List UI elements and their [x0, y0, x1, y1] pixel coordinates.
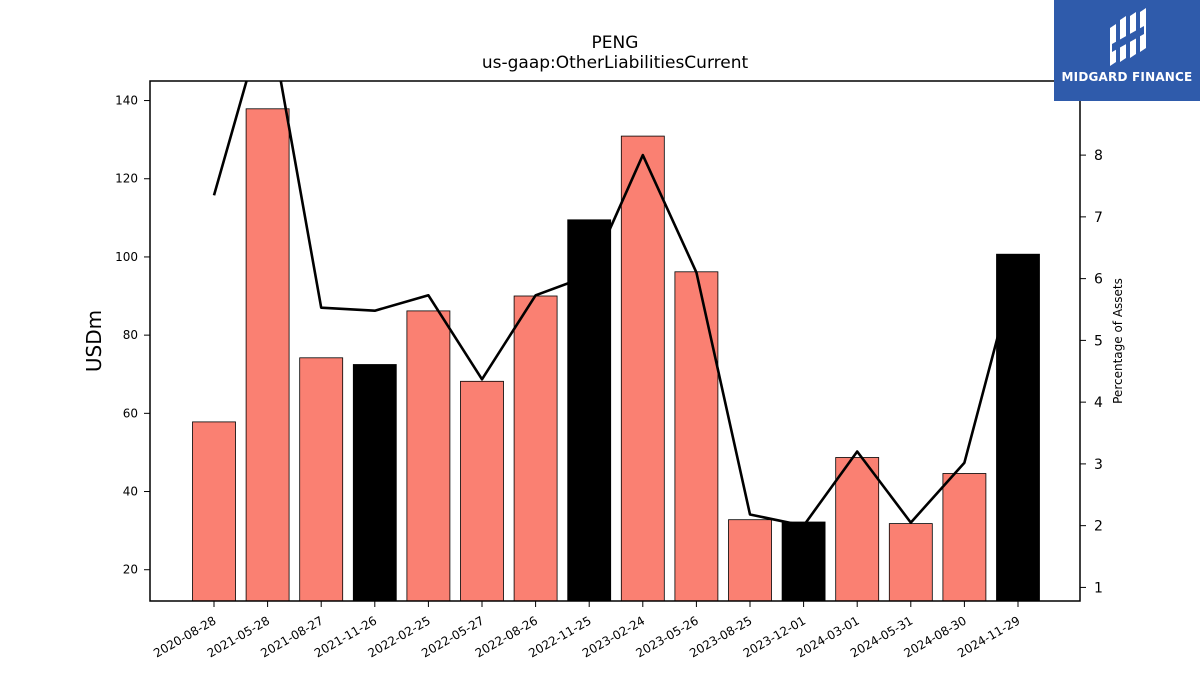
bar-2024-08-30 — [942, 473, 987, 602]
y2-tick-label: 8 — [1094, 148, 1103, 164]
y2-tick-label: 1 — [1094, 580, 1103, 596]
x-axis: 2020-08-282021-05-282021-08-272021-11-26… — [151, 601, 1023, 660]
bar-2024-05-31 — [888, 523, 933, 602]
y2-tick-label: 6 — [1094, 272, 1103, 288]
left-axis: 20 40 60 80 100 120 140 — [115, 94, 150, 577]
bar-2021-08-27 — [299, 357, 344, 602]
bars — [192, 108, 1040, 602]
bar-2020-08-28 — [192, 421, 236, 602]
bar-2023-05-26 — [674, 271, 719, 602]
bar-2023-08-25 — [728, 519, 772, 602]
brand-mark-icon — [1110, 8, 1146, 66]
y-axis-label: USDm — [82, 310, 106, 372]
brand-name: MIDGARD FINANCE — [1061, 70, 1193, 84]
y2-tick-label: 4 — [1094, 395, 1103, 411]
y-tick-label: 120 — [115, 172, 138, 186]
chart-subtitle: us-gaap:OtherLiabilitiesCurrent — [482, 53, 749, 73]
y2-axis-label: Percentage of Assets — [1111, 278, 1125, 404]
y2-tick-label: 5 — [1094, 333, 1103, 349]
plot-frame — [149, 80, 1081, 602]
bar-2022-11-25 — [567, 219, 612, 602]
bar-2021-11-26 — [352, 364, 397, 602]
y-tick-label: 100 — [115, 250, 138, 264]
y-tick-label: 80 — [123, 328, 138, 342]
y-tick-label: 20 — [123, 563, 138, 577]
bar-2022-02-25 — [406, 310, 451, 602]
bar-2021-05-28 — [245, 108, 290, 602]
y2-tick-label: 2 — [1094, 519, 1103, 535]
bar-2024-11-29 — [996, 253, 1040, 602]
percentage-line — [212, 81, 1020, 528]
right-axis: 1 2 3 4 5 6 7 8 — [1080, 148, 1103, 596]
bar-2022-05-27 — [460, 380, 504, 602]
y2-tick-label: 3 — [1094, 457, 1103, 473]
y-tick-label: 140 — [115, 94, 138, 108]
brand-logo: MIDGARD FINANCE — [1054, 0, 1200, 101]
bar-2022-08-26 — [513, 295, 558, 602]
bar-2023-12-01 — [781, 521, 826, 602]
bar-2023-02-24 — [620, 135, 665, 602]
percentage-line-layer — [212, 81, 1020, 528]
y-tick-label: 60 — [123, 406, 138, 420]
y-tick-label: 40 — [123, 485, 138, 499]
bar-2024-03-01 — [835, 457, 880, 602]
y2-tick-label: 7 — [1094, 210, 1103, 226]
chart-title: PENG — [592, 33, 639, 53]
